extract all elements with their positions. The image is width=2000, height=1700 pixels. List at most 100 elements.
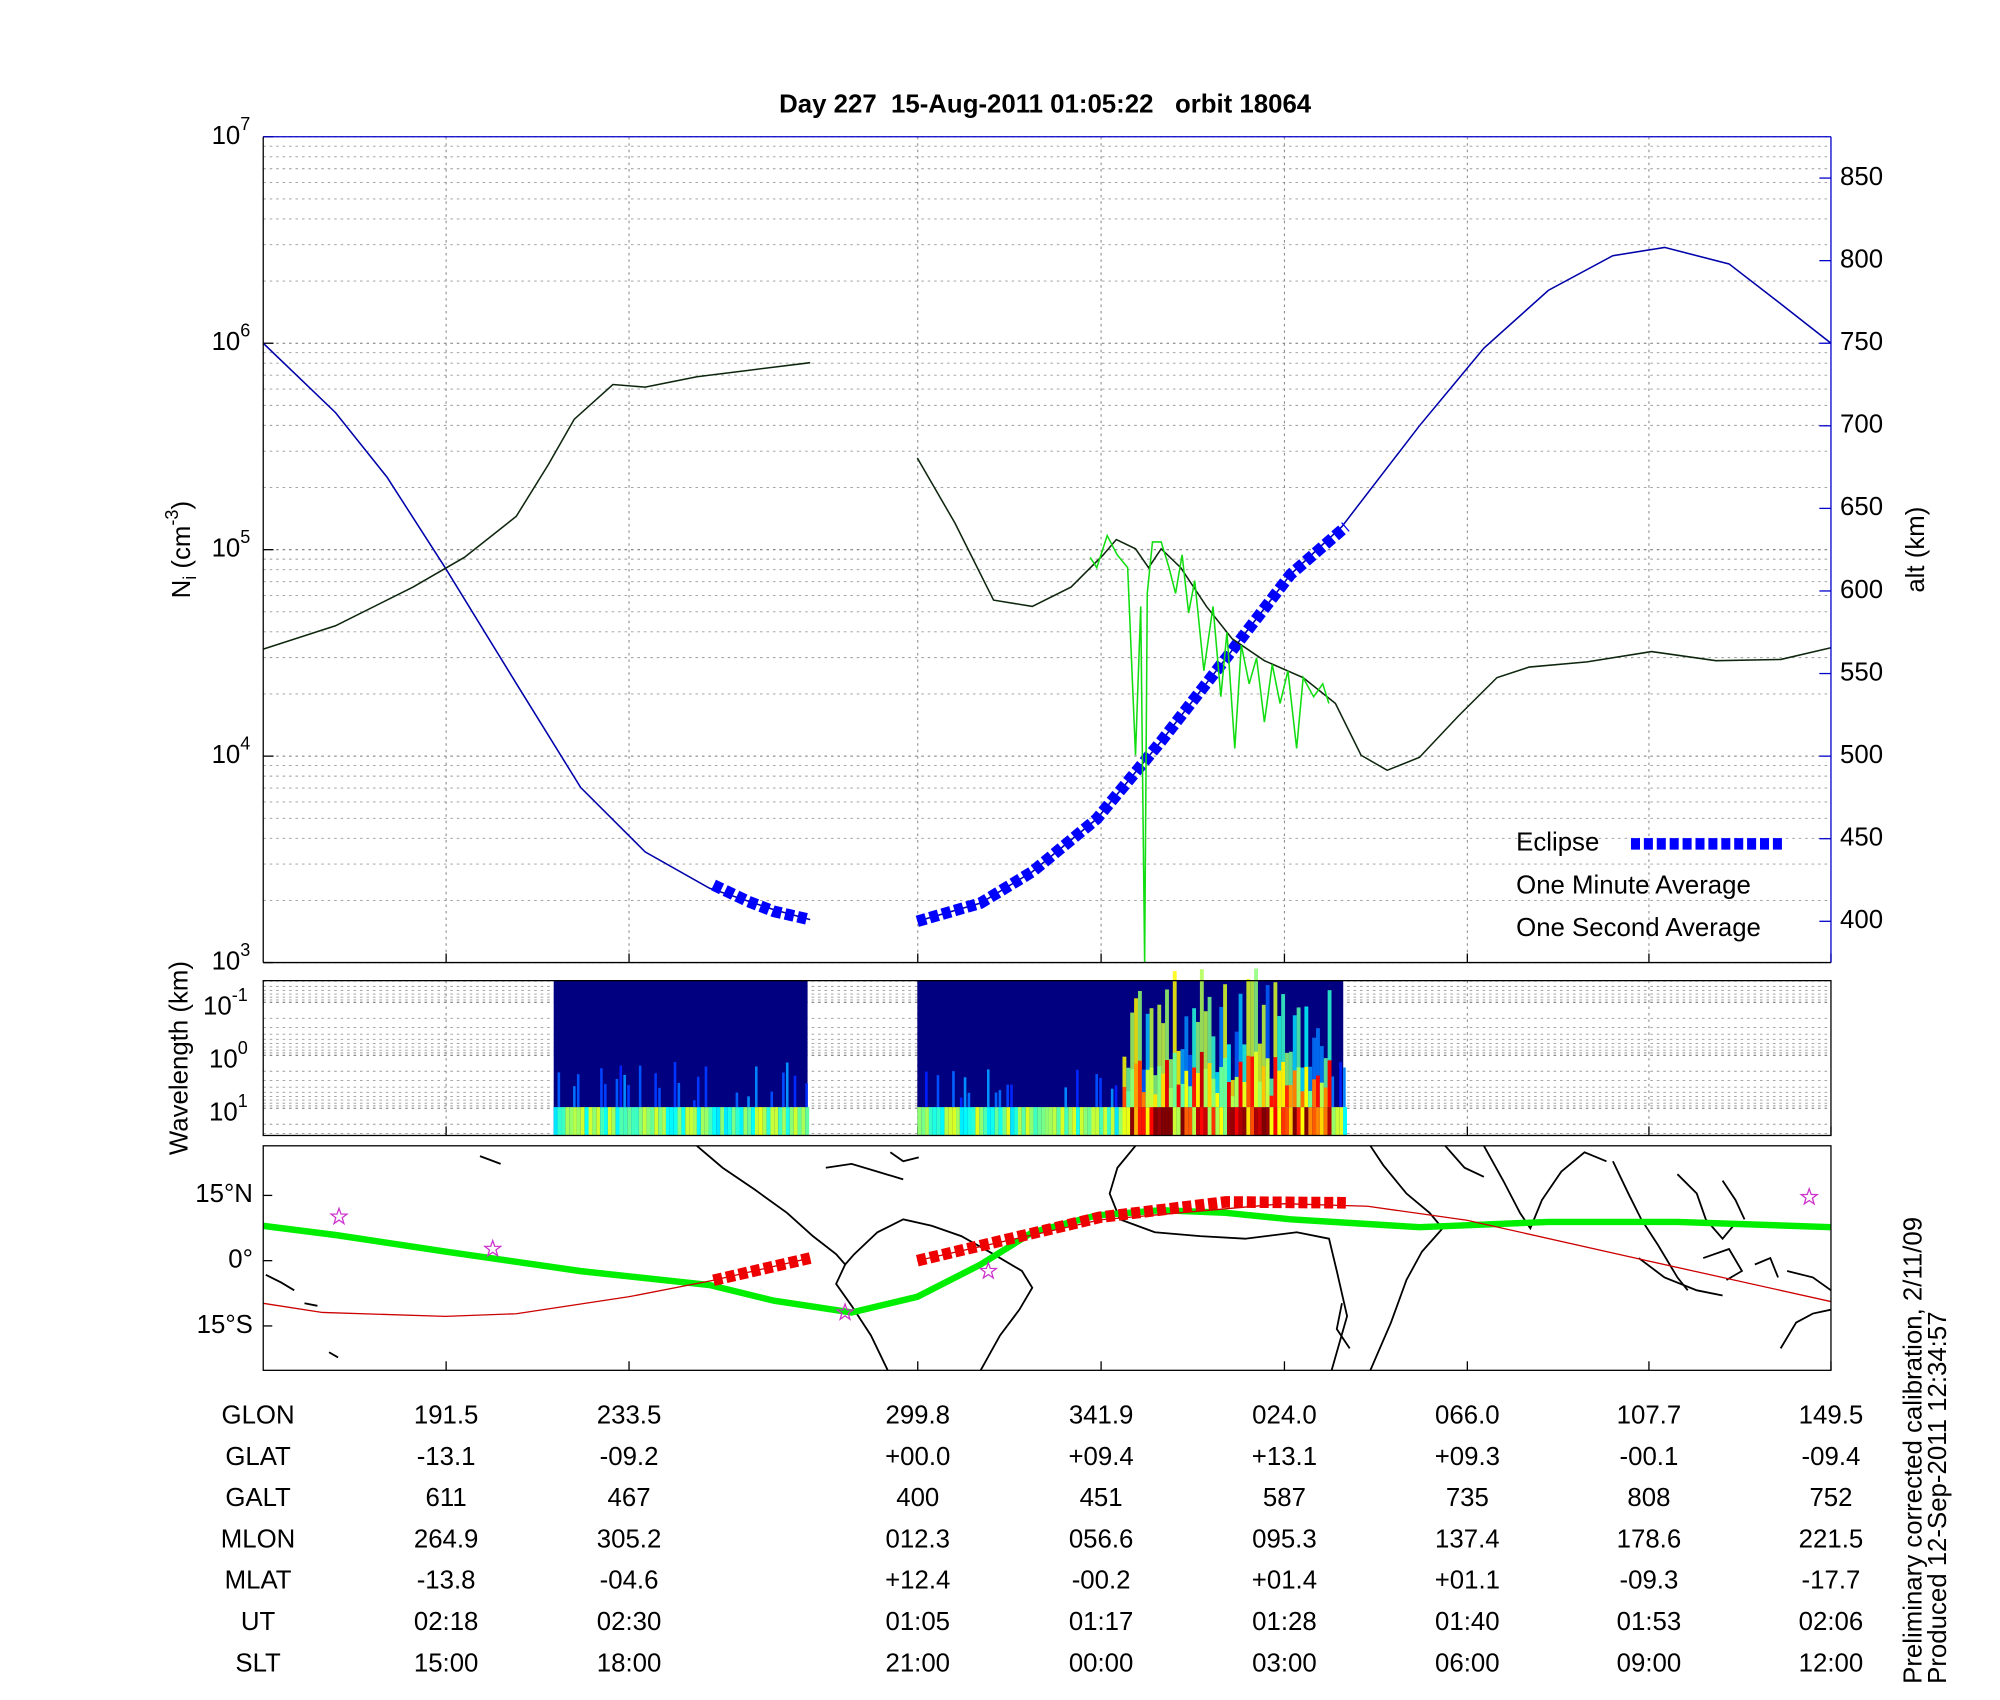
spectrogram-cell	[1145, 1069, 1150, 1108]
spectrogram-cell	[604, 1084, 607, 1108]
spectrogram-cell	[1343, 1067, 1346, 1108]
spectrogram-cell	[1137, 1060, 1142, 1108]
label-part: (cm	[168, 526, 196, 576]
spectrogram-cell	[1281, 1107, 1286, 1136]
spectrogram-cell	[677, 1082, 681, 1108]
spectrogram-cell	[990, 1107, 995, 1136]
spectrogram-cell	[1238, 1061, 1243, 1108]
spectrogram-cell	[1199, 1051, 1204, 1108]
y2-tick-label: 750	[1840, 328, 1883, 356]
table-cell: 299.8	[885, 1402, 950, 1430]
tick-base: 10	[209, 1098, 238, 1126]
spectrogram-cell	[1219, 1107, 1224, 1136]
table-cell: -09.4	[1802, 1443, 1861, 1471]
spectrogram-cell	[1168, 1087, 1173, 1108]
spectrogram-cell	[1242, 1082, 1247, 1108]
spectrogram-cell	[588, 1107, 593, 1136]
spectrogram-cell	[1137, 1107, 1142, 1136]
spectrogram-cell	[615, 1078, 619, 1108]
y2-tick-label: 450	[1840, 824, 1883, 852]
y-tick-label: 100	[209, 1038, 248, 1074]
table-cell: +09.4	[1068, 1443, 1133, 1471]
spectrogram-cell	[1037, 1107, 1042, 1136]
spectrogram-cell	[638, 1107, 643, 1136]
spectrogram-cell	[1010, 1084, 1013, 1108]
spectrogram-cell	[1095, 1107, 1100, 1136]
y2-tick-label: 650	[1840, 493, 1883, 521]
spectrogram-cell	[557, 1107, 562, 1136]
spectrogram-cell	[1141, 1107, 1146, 1136]
row-label: UT	[241, 1608, 276, 1636]
spectrogram-cell	[1296, 1107, 1301, 1136]
spectrogram-cell	[793, 1075, 797, 1108]
table-cell: 01:40	[1435, 1608, 1500, 1636]
spectrogram-cell	[1126, 1107, 1131, 1136]
spectrogram-cell	[1312, 1037, 1317, 1108]
spectrogram-cell	[1176, 1084, 1181, 1108]
star-marker	[482, 1238, 503, 1258]
coastline	[1612, 1160, 1689, 1291]
label-part: N	[168, 580, 196, 599]
star-marker	[1799, 1186, 1820, 1206]
spectrogram-cell	[1095, 1074, 1098, 1108]
table-cell: 107.7	[1617, 1402, 1682, 1430]
spectrogram-cell	[1339, 1062, 1342, 1108]
spectrogram-cell	[1099, 1107, 1104, 1136]
y-tick-label: 106	[212, 320, 251, 356]
spectrogram-cell	[1254, 968, 1258, 1108]
spectrogram-cell	[963, 1077, 967, 1108]
spectrogram-cell	[1114, 1085, 1118, 1108]
spectrogram-cell	[1068, 1107, 1073, 1136]
spectrogram-cell	[1002, 1107, 1007, 1136]
spectrogram-cell	[1145, 1107, 1150, 1136]
spectrogram-cell	[1234, 1076, 1239, 1108]
spectrogram-cell	[1250, 980, 1255, 1108]
spectrogram-cell	[743, 1107, 748, 1136]
spectrogram-cell	[770, 1107, 775, 1136]
spectrogram-cell	[1006, 1107, 1011, 1136]
spectrogram-cell	[1257, 1081, 1262, 1108]
spectrogram-cell	[662, 1107, 666, 1136]
spectrogram-cell	[998, 1090, 1002, 1108]
spectrogram-cell	[658, 1087, 661, 1108]
spectrogram-cell	[1285, 1052, 1289, 1108]
spectrogram-cell	[1246, 978, 1251, 1108]
spectrogram-cell	[1261, 1066, 1266, 1108]
spectrogram-cell	[948, 1107, 953, 1136]
spectrogram-cell	[1246, 1107, 1251, 1136]
spectrogram-cell	[1056, 1107, 1061, 1136]
spectrogram-cell	[1339, 1107, 1344, 1136]
spectrogram-cell	[1184, 1107, 1189, 1136]
coastline	[1108, 1145, 1349, 1371]
panel-frame	[262, 980, 1832, 1137]
spectrogram-cell	[925, 1107, 929, 1136]
spectrogram-cell	[963, 1107, 968, 1136]
spectrogram-cell	[774, 1107, 779, 1136]
table-cell: +01.4	[1252, 1567, 1317, 1595]
spectrogram-cell	[1304, 1066, 1309, 1108]
series-line	[1089, 533, 1330, 963]
table-cell: 341.9	[1069, 1402, 1134, 1430]
table-cell: 137.4	[1435, 1525, 1500, 1553]
y-tick-label: 105	[212, 527, 251, 563]
spectrogram-cell	[1215, 1072, 1220, 1108]
spectrogram-cell	[747, 1107, 752, 1136]
spectrogram-cell	[1076, 1069, 1079, 1108]
spectrogram-cell	[1215, 1107, 1220, 1136]
spectrogram-cell	[1323, 1107, 1328, 1136]
spectrogram-cell	[1254, 1107, 1258, 1136]
chart-title: Day 227 15-Aug-2011 01:05:22 orbit 18064	[779, 91, 1312, 119]
spectrogram-cell	[1312, 1107, 1317, 1136]
spectrogram-cell	[1207, 1063, 1212, 1108]
spectrogram-cell	[1319, 1107, 1324, 1136]
spectrogram-cell	[1312, 1079, 1317, 1108]
spectrogram-cell	[1188, 1054, 1193, 1108]
spectrogram-cell	[1296, 1067, 1301, 1108]
spectrogram-cell	[669, 1107, 674, 1136]
coastline	[265, 1274, 295, 1292]
table-cell: -09.2	[600, 1443, 659, 1471]
spectrogram-cell	[1316, 1075, 1320, 1108]
row-label: GLAT	[225, 1443, 291, 1471]
row-label: MLAT	[225, 1567, 292, 1595]
